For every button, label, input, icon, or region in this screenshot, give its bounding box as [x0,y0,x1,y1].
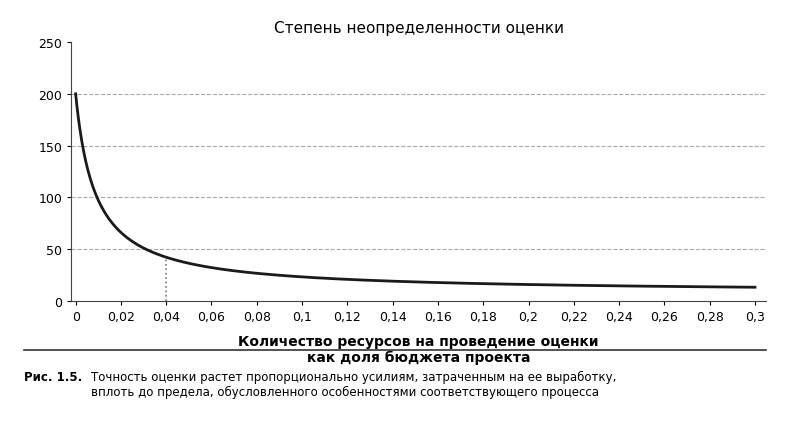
Text: Точность оценки растет пропорционально усилиям, затраченным на ее выработку,
впл: Точность оценки растет пропорционально у… [91,370,616,398]
Title: Степень неопределенности оценки: Степень неопределенности оценки [273,22,564,36]
Text: Рис. 1.5.: Рис. 1.5. [24,370,82,383]
X-axis label: Количество ресурсов на проведение оценки
как доля бюджета проекта: Количество ресурсов на проведение оценки… [239,334,599,365]
